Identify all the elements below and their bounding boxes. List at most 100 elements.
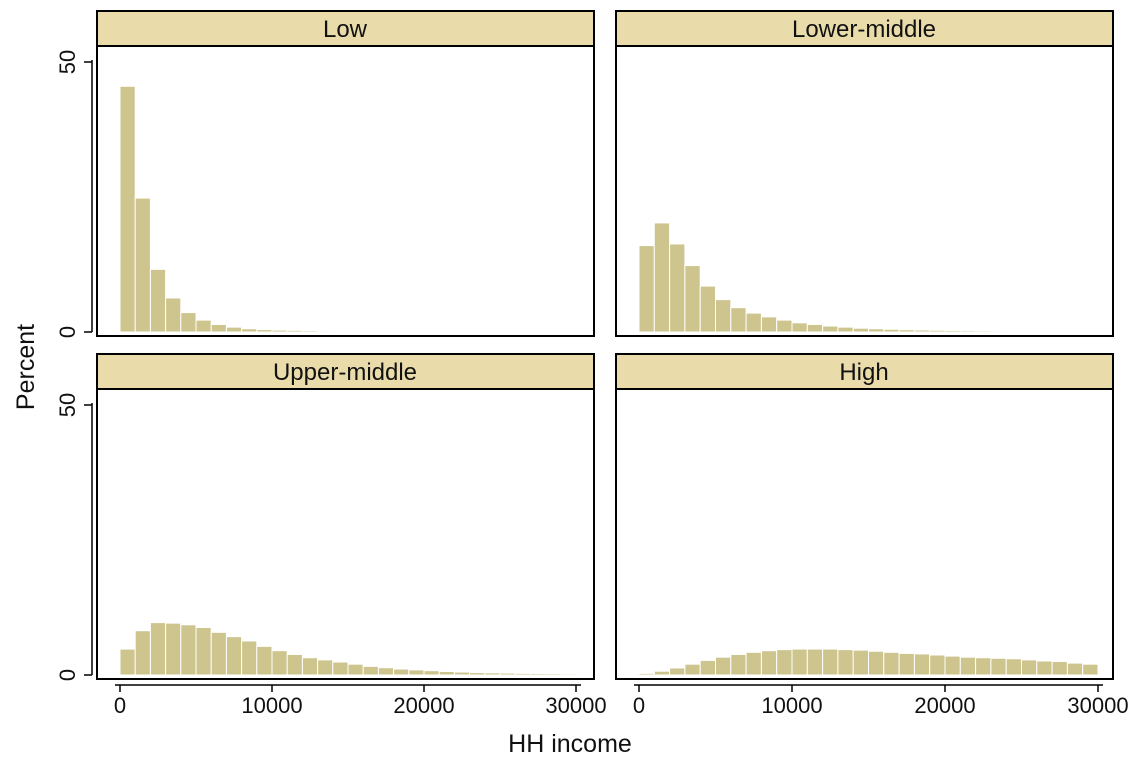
x-tick-label-right-30000: 30000	[1067, 693, 1128, 718]
bar-upper-middle-21	[438, 670, 455, 676]
bar-high-6	[730, 653, 747, 676]
x-axis-right: 0 10000 20000 30000	[633, 684, 1129, 718]
bar-high-19	[929, 654, 946, 676]
panel-strip-low	[96, 10, 595, 47]
bar-low-26	[514, 330, 531, 333]
bar-low-29	[560, 330, 577, 333]
bar-upper-middle-18	[393, 668, 410, 676]
bar-low-13	[317, 330, 334, 333]
bar-upper-middle-14	[332, 661, 349, 676]
bar-low-15	[347, 330, 364, 333]
bar-low-2	[149, 268, 167, 333]
y-axis-top: 50 0	[55, 50, 93, 338]
bar-upper-middle-9	[256, 645, 273, 676]
bar-high-10	[791, 648, 808, 676]
y-axis-title: Percent	[12, 324, 40, 410]
bar-upper-middle-2	[149, 622, 167, 676]
bar-lower-middle-7	[745, 312, 762, 333]
bar-low-25	[499, 330, 516, 333]
bar-high-17	[898, 652, 915, 676]
x-axis-left: 0 10000 20000 30000	[114, 684, 607, 718]
bar-low-27	[529, 330, 547, 333]
bar-low-4	[180, 312, 197, 333]
bar-high-28	[1066, 662, 1084, 676]
bars-lower-middle	[638, 222, 1099, 333]
bar-high-12	[822, 648, 839, 676]
bar-low-16	[362, 330, 379, 333]
bar-lower-middle-4	[699, 285, 717, 333]
bar-high-13	[837, 649, 854, 676]
bar-high-14	[852, 649, 870, 676]
bar-upper-middle-16	[362, 665, 379, 676]
panel-title-high: High	[839, 359, 888, 386]
bar-upper-middle-6	[210, 631, 227, 676]
bar-upper-middle-7	[225, 636, 243, 676]
bar-high-16	[883, 651, 900, 676]
bar-high-3	[684, 663, 701, 676]
panel-frame-low	[96, 45, 595, 337]
bar-high-2	[669, 667, 686, 676]
bar-lower-middle-16	[883, 328, 900, 333]
x-tick-label-left-0: 0	[114, 693, 126, 718]
bar-low-21	[438, 330, 455, 333]
bar-lower-middle-9	[776, 319, 793, 333]
panel-upper-middle: Upper-middle	[96, 353, 595, 680]
bar-upper-middle-11	[286, 653, 303, 676]
bar-high-25	[1021, 659, 1038, 676]
bar-high-24	[1005, 658, 1023, 676]
bar-high-7	[745, 651, 762, 676]
bar-low-12	[301, 330, 319, 333]
bar-upper-middle-13	[317, 659, 334, 676]
panel-high: High	[615, 353, 1114, 680]
bar-low-8	[241, 328, 258, 333]
bar-high-1	[653, 670, 671, 676]
panel-strip-upper-middle	[96, 353, 595, 390]
panel-title-upper-middle: Upper-middle	[273, 359, 417, 386]
bar-lower-middle-21	[959, 330, 977, 333]
bar-lower-middle-24	[1005, 330, 1023, 333]
bar-lower-middle-2	[669, 243, 686, 333]
bar-low-9	[256, 329, 273, 333]
bar-high-21	[959, 656, 977, 676]
bar-lower-middle-11	[806, 323, 824, 333]
bar-lower-middle-19	[929, 329, 946, 333]
bar-low-28	[545, 330, 562, 333]
bar-low-7	[225, 326, 243, 333]
x-tick-label-left-10000: 10000	[241, 693, 302, 718]
x-tick-label-right-20000: 20000	[914, 693, 975, 718]
y-tick-label-top-0: 0	[55, 326, 80, 338]
bar-lower-middle-23	[990, 330, 1007, 333]
bar-upper-middle-25	[499, 672, 516, 676]
bar-lower-middle-15	[868, 328, 885, 333]
bar-lower-middle-1	[653, 222, 671, 333]
bar-upper-middle-19	[408, 669, 425, 676]
bar-low-6	[210, 323, 227, 333]
bar-low-17	[377, 330, 395, 333]
bars-high	[638, 648, 1099, 676]
bar-upper-middle-23	[469, 672, 486, 676]
x-axis-title: HH income	[508, 730, 632, 758]
bar-lower-middle-5	[715, 299, 732, 333]
bar-low-22	[453, 330, 471, 333]
panel-lower-middle: Lower-middle	[615, 10, 1114, 337]
bar-upper-middle-5	[195, 626, 212, 676]
bar-low-20	[423, 330, 440, 333]
bar-lower-middle-26	[1036, 330, 1053, 333]
bar-high-26	[1036, 660, 1053, 676]
bar-low-18	[393, 330, 410, 333]
bar-lower-middle-10	[791, 322, 808, 333]
bar-upper-middle-0	[119, 648, 136, 676]
bar-lower-middle-17	[898, 329, 915, 333]
bar-upper-middle-20	[423, 670, 440, 676]
x-tick-label-right-0: 0	[633, 693, 645, 718]
bar-high-18	[913, 653, 931, 676]
bar-lower-middle-0	[638, 245, 655, 333]
bar-high-22	[975, 657, 992, 676]
bar-lower-middle-6	[730, 307, 747, 333]
bar-lower-middle-29	[1082, 330, 1099, 333]
bar-upper-middle-15	[347, 663, 364, 676]
bar-lower-middle-20	[944, 329, 961, 333]
bar-lower-middle-14	[852, 327, 870, 333]
bar-lower-middle-27	[1051, 330, 1068, 333]
